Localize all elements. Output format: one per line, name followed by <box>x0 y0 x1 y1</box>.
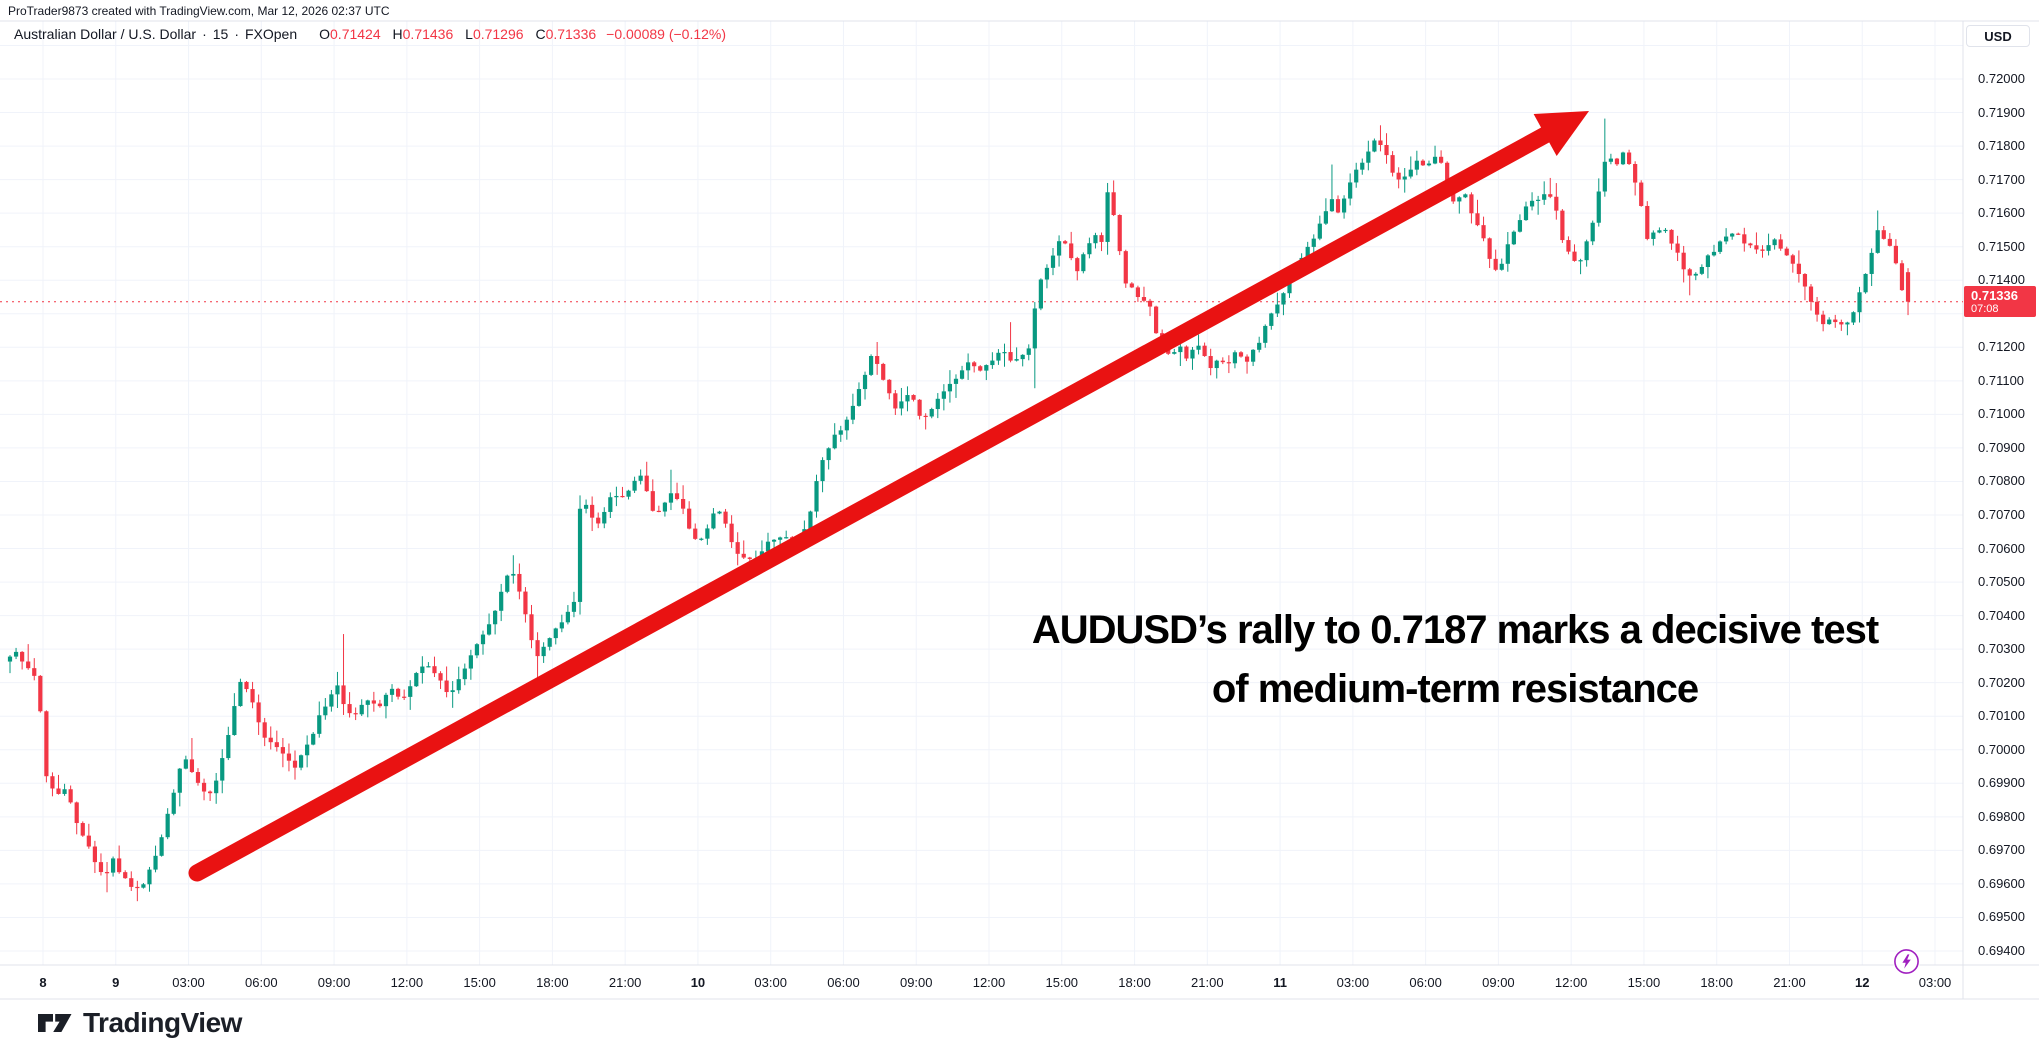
price-axis-label: 0.69600 <box>1978 875 2025 891</box>
last-price-badge: 0.71336 07:08 <box>1964 285 2036 317</box>
price-axis-label: 0.70400 <box>1978 607 2025 623</box>
price-axis-label: 0.69900 <box>1978 775 2025 791</box>
price-axis-label: 0.72000 <box>1978 71 2025 86</box>
close-letter: C <box>535 26 546 42</box>
symbol-title: Australian Dollar / U.S. Dollar <box>14 26 197 42</box>
time-axis-day-label: 8 <box>39 975 47 990</box>
attribution-text: ProTrader9873 created with TradingView.c… <box>8 4 390 18</box>
price-axis-label: 0.71700 <box>1978 171 2025 187</box>
price-axis-label: 0.69500 <box>1978 909 2025 925</box>
price-axis-label: 0.70000 <box>1978 741 2025 757</box>
price-axis-label: 0.69700 <box>1978 842 2025 858</box>
time-axis-day-label: 10 <box>690 975 706 990</box>
price-axis-label: 0.70800 <box>1978 473 2025 489</box>
price-axis-label: 0.69400 <box>1978 942 2025 958</box>
price-change: −0.00089 (−0.12%) <box>606 26 727 42</box>
time-axis-day-label: 12 <box>1855 975 1870 990</box>
price-axis-label: 0.69800 <box>1978 808 2025 824</box>
high-letter: H <box>392 26 403 42</box>
close-value: 0.71336 <box>545 26 597 42</box>
time-axis-label: 18:00 <box>1700 975 1733 990</box>
time-axis-label: 03:00 <box>1336 975 1370 990</box>
price-axis-label: 0.70100 <box>1978 708 2025 724</box>
time-axis-label: 09:00 <box>899 975 933 990</box>
time-axis-label: 15:00 <box>1627 975 1661 990</box>
quick-action-lightning-button[interactable] <box>1893 948 1920 975</box>
tradingview-logo-icon <box>38 1014 72 1032</box>
symbol-legend[interactable]: Australian Dollar / U.S. Dollar · 15 · F… <box>14 25 726 43</box>
price-axis-label: 0.71400 <box>1978 272 2025 288</box>
price-axis-label: 0.70600 <box>1978 540 2025 556</box>
price-axis-label: 0.70300 <box>1978 641 2025 657</box>
last-price-value: 0.71336 <box>1971 287 2018 303</box>
time-axis-label: 06:00 <box>827 975 860 990</box>
legend-separator: · <box>202 26 207 42</box>
open-value: 0.71424 <box>330 26 381 42</box>
price-axis-label: 0.70900 <box>1978 439 2025 455</box>
exchange-label: FXOpen <box>244 26 298 42</box>
price-axis-label: 0.70200 <box>1978 674 2025 690</box>
price-axis-label: 0.71900 <box>1978 104 2025 120</box>
currency-button[interactable]: USD <box>1966 25 2030 47</box>
high-value: 0.71436 <box>402 26 454 42</box>
legend-separator: · <box>234 26 239 42</box>
tradingview-watermark: TradingView <box>38 1006 242 1040</box>
time-axis-label: 06:00 <box>1409 975 1442 990</box>
time-axis-label: 09:00 <box>1482 975 1515 990</box>
time-axis-label: 06:00 <box>245 975 278 990</box>
time-axis-label: 09:00 <box>317 975 351 990</box>
price-axis-label: 0.70500 <box>1978 574 2025 590</box>
time-axis-day-label: 11 <box>1273 975 1287 990</box>
price-axis-label: 0.70700 <box>1978 506 2025 522</box>
price-axis-label: 0.71600 <box>1978 205 2025 221</box>
time-axis-label: 18:00 <box>1118 975 1151 990</box>
tradingview-wordmark: TradingView <box>83 1007 242 1038</box>
time-axis-label: 21:00 <box>1773 975 1806 990</box>
time-axis-label: 15:00 <box>463 975 496 990</box>
time-axis-label: 18:00 <box>536 975 569 990</box>
time-axis-label: 21:00 <box>608 975 642 990</box>
time-axis-label: 21:00 <box>1191 975 1224 990</box>
bar-countdown: 07:08 <box>1971 302 1999 315</box>
time-axis-label: 03:00 <box>754 975 787 990</box>
interval-label: 15 <box>212 26 229 42</box>
price-axis-label: 0.71100 <box>1978 372 2025 388</box>
time-axis-label: 03:00 <box>172 975 205 990</box>
low-value: 0.71296 <box>472 26 524 42</box>
price-axis-label: 0.71000 <box>1978 406 2025 422</box>
price-axis-label: 0.71500 <box>1978 238 2025 254</box>
price-axis-label: 0.71200 <box>1978 339 2025 355</box>
time-axis-label: 12:00 <box>972 975 1006 990</box>
time-axis-day-label: 9 <box>112 975 120 990</box>
open-letter: O <box>319 26 331 42</box>
price-axis-label: 0.71800 <box>1978 138 2025 154</box>
time-axis-label: 03:00 <box>1918 975 1952 990</box>
time-axis-label: 15:00 <box>1045 975 1079 990</box>
time-axis-label: 12:00 <box>1554 975 1588 990</box>
low-letter: L <box>465 26 473 42</box>
candles <box>7 118 1911 902</box>
lightning-icon <box>1894 949 1919 974</box>
ohlc-values: O0.71424 H0.71436 L0.71296 C0.71336 <box>311 26 596 42</box>
time-axis-label: 12:00 <box>390 975 424 990</box>
